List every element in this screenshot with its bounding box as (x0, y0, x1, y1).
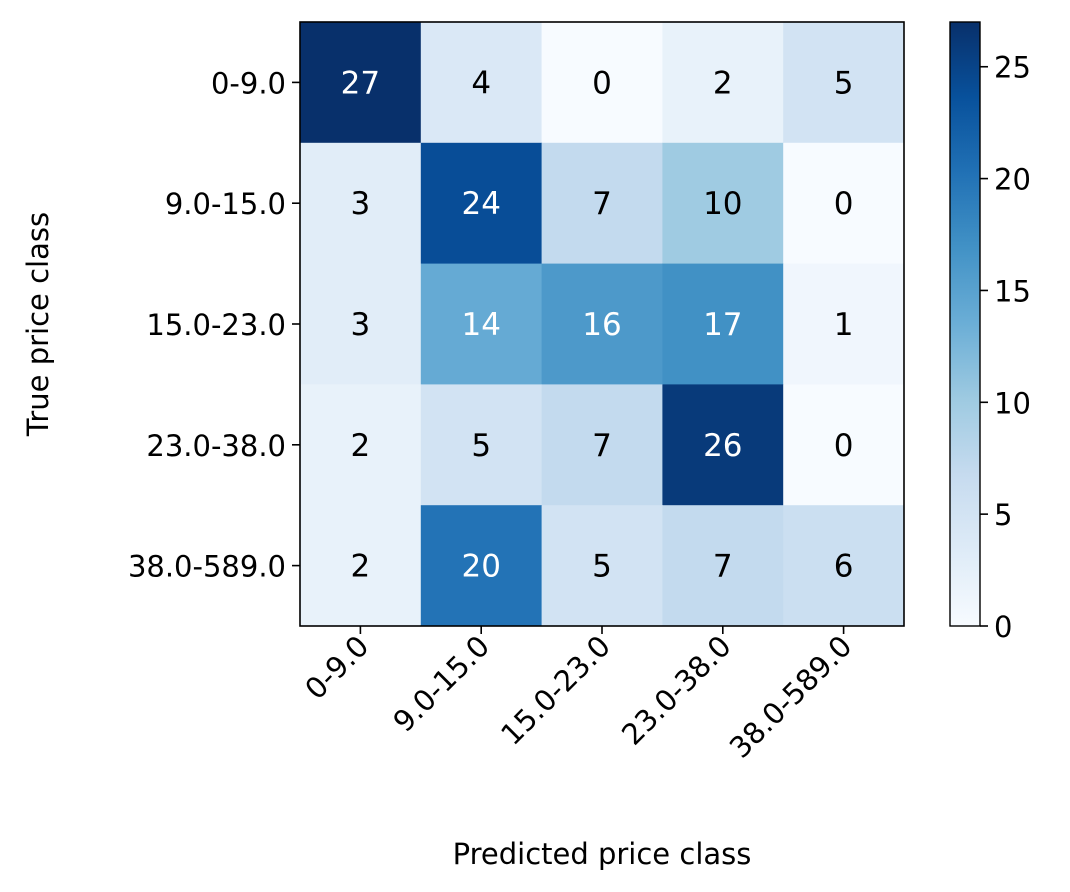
heatmap-cell (783, 263, 905, 385)
x-tick-label: 0-9.0 (298, 629, 375, 706)
heatmap-cell (420, 142, 543, 265)
heatmap-cell (541, 142, 663, 265)
cell-value-label: 0 (834, 428, 854, 464)
heatmap-cell (300, 384, 422, 506)
y-tick-label: 0-9.0 (211, 66, 286, 100)
colorbar-tick-label: 10 (994, 386, 1031, 420)
heatmap-cell (783, 22, 905, 144)
cell-value-label: 26 (703, 428, 742, 464)
x-axis-label: Predicted price class (453, 837, 752, 871)
cell-value-label: 0 (592, 65, 612, 101)
heatmap-cell (783, 505, 905, 627)
heatmap-cell (420, 384, 543, 506)
cell-value-label: 6 (834, 549, 854, 585)
cell-value-label: 7 (713, 549, 733, 585)
heatmap-cell (541, 22, 663, 144)
heatmap-cell (420, 22, 543, 144)
colorbar-tick-label: 15 (994, 274, 1031, 308)
heatmap-cell (541, 263, 663, 385)
y-tick-label: 9.0-15.0 (165, 187, 286, 221)
x-tick-label: 23.0-38.0 (615, 629, 738, 752)
heatmap-cell (420, 263, 543, 385)
heatmap-cell (662, 384, 784, 506)
colorbar-tick-label: 20 (994, 163, 1031, 197)
heatmap-cell (300, 505, 422, 627)
heatmap-cell (300, 263, 422, 385)
cell-value-label: 5 (592, 549, 612, 585)
cell-value-label: 0 (834, 186, 854, 222)
cell-value-label: 4 (471, 65, 491, 101)
x-tick-label: 15.0-23.0 (494, 629, 617, 752)
cell-value-label: 2 (351, 428, 371, 464)
heatmap-cell (662, 505, 784, 627)
colorbar-tick-label: 5 (994, 498, 1012, 532)
y-tick-label: 38.0-589.0 (128, 550, 286, 584)
cell-value-label: 1 (834, 307, 854, 343)
colorbar (949, 21, 981, 627)
cell-value-label: 5 (834, 65, 854, 101)
cell-value-labels: 27 4 0 2 5 3 24 7 10 0 3 14 16 17 1 2 5 7 26 0 2 20 5 7 6 (341, 65, 854, 584)
cell-value-label: 10 (703, 186, 742, 222)
cell-value-label: 7 (592, 428, 612, 464)
cell-value-label: 16 (582, 307, 621, 343)
heatmap-cell (420, 505, 543, 627)
heatmap-cells (300, 22, 905, 627)
y-axis-ticks: 0-9.0 9.0-15.0 15.0-23.0 23.0-38.0 38.0-589.… (128, 66, 300, 584)
y-tick-label: 15.0-23.0 (146, 308, 286, 342)
heatmap-cell (662, 22, 784, 144)
heatmap-cell (783, 384, 905, 506)
x-tick-label: 38.0-589.0 (723, 629, 859, 765)
cell-value-label: 7 (592, 186, 612, 222)
heatmap-cell (662, 142, 784, 265)
cell-value-label: 24 (461, 186, 500, 222)
heatmap-cell (783, 142, 905, 265)
heatmap-cell (300, 142, 422, 265)
colorbar-tick-label: 0 (994, 610, 1012, 644)
heatmap-cell (541, 505, 663, 627)
cell-value-label: 3 (351, 186, 371, 222)
cell-value-label: 17 (703, 307, 742, 343)
cell-value-label: 3 (351, 307, 371, 343)
y-axis-label: True price class (21, 212, 55, 437)
heatmap-cell (662, 263, 784, 385)
cell-value-label: 2 (351, 549, 371, 585)
colorbar-tick-label: 25 (994, 51, 1031, 85)
cell-value-label: 27 (341, 65, 380, 101)
y-tick-label: 23.0-38.0 (146, 429, 286, 463)
cell-value-label: 5 (471, 428, 491, 464)
cell-value-label: 20 (461, 549, 500, 585)
x-axis-ticks: 0-9.0 9.0-15.015.0-23.023.0-38.038.0-589.… (298, 626, 859, 765)
colorbar-ticks: 0 5 10 15 20 25 (980, 51, 1031, 644)
x-tick-label: 9.0-15.0 (386, 629, 496, 739)
cell-value-label: 2 (713, 65, 733, 101)
heatmap-cell (541, 384, 663, 506)
cell-value-label: 14 (461, 307, 500, 343)
heatmap-cell (300, 22, 422, 144)
